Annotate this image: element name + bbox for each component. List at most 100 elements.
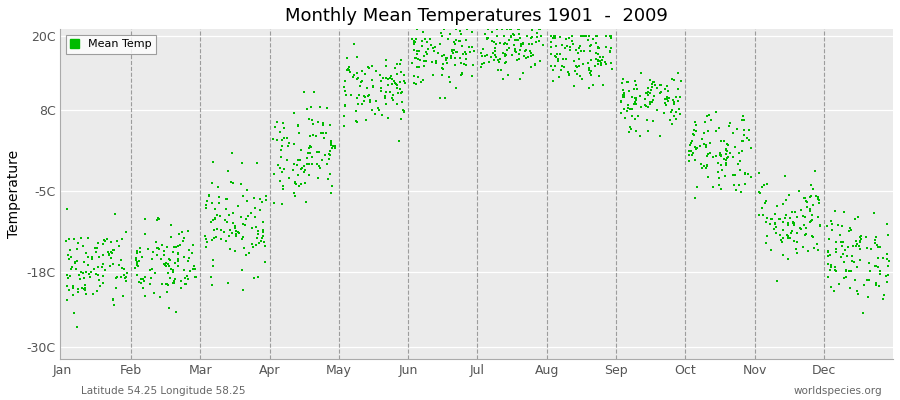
Point [878, 292, 892, 298]
Point [776, 219, 790, 226]
Point [74, 269, 88, 275]
Point [511, 26, 526, 32]
Point [806, 202, 820, 208]
Point [324, 142, 338, 149]
Point [385, 94, 400, 101]
Point [256, 227, 270, 233]
Point [797, 232, 812, 238]
Point [239, 187, 254, 193]
Point [454, 60, 469, 66]
Point [466, 48, 481, 54]
Point [789, 214, 804, 221]
Point [151, 215, 166, 221]
Point [133, 245, 148, 251]
Point [653, 88, 668, 95]
Point [519, 33, 534, 40]
Point [207, 216, 221, 223]
Point [760, 214, 775, 221]
Point [625, 113, 639, 119]
Point [458, 62, 473, 68]
Point [466, 62, 481, 68]
Point [478, 53, 492, 60]
Point [558, 45, 572, 51]
Point [688, 144, 702, 150]
Point [300, 106, 314, 112]
Point [811, 214, 825, 220]
Point [487, 38, 501, 45]
Point [694, 160, 708, 167]
Point [159, 244, 174, 250]
Point [566, 41, 580, 47]
Point [89, 271, 104, 277]
Point [171, 258, 185, 264]
Point [647, 82, 662, 89]
Point [242, 250, 256, 256]
Point [828, 264, 842, 270]
Point [688, 122, 703, 128]
Point [200, 198, 214, 204]
Point [277, 166, 292, 173]
Point [271, 162, 285, 168]
Point [717, 156, 732, 162]
Point [382, 82, 396, 88]
Point [312, 163, 327, 170]
Point [436, 61, 450, 67]
Point [76, 269, 91, 276]
Point [720, 155, 734, 161]
Point [228, 223, 242, 229]
Point [204, 200, 219, 206]
Point [436, 66, 450, 72]
Point [104, 249, 118, 255]
Point [256, 233, 270, 239]
Point [621, 79, 635, 86]
Point [499, 52, 513, 59]
Point [504, 34, 518, 40]
Point [789, 246, 804, 252]
Point [664, 109, 679, 116]
Point [796, 244, 810, 250]
Point [593, 58, 608, 64]
Point [267, 199, 282, 206]
Point [396, 106, 410, 113]
Point [518, 55, 533, 61]
Point [103, 252, 117, 259]
Point [482, 59, 496, 66]
Point [590, 32, 604, 39]
Point [315, 120, 329, 127]
Point [497, 41, 511, 48]
Point [486, 50, 500, 56]
Point [77, 258, 92, 265]
Point [313, 130, 328, 136]
Point [217, 229, 231, 236]
Point [827, 208, 842, 214]
Point [394, 98, 409, 105]
Point [551, 58, 565, 64]
Point [161, 261, 176, 267]
Point [248, 214, 262, 220]
Point [249, 242, 264, 248]
Point [666, 97, 680, 104]
Point [603, 32, 617, 39]
Point [101, 249, 115, 256]
Point [576, 32, 590, 39]
Point [665, 121, 680, 128]
Point [231, 203, 246, 209]
Point [426, 44, 440, 51]
Point [379, 63, 393, 69]
Point [248, 205, 262, 211]
Point [626, 86, 641, 92]
Point [385, 92, 400, 98]
Point [362, 92, 376, 98]
Point [595, 57, 609, 63]
Point [711, 169, 725, 175]
Point [730, 126, 744, 132]
Point [760, 181, 774, 188]
Point [166, 280, 181, 287]
Point [669, 116, 683, 122]
Point [110, 238, 124, 244]
Point [199, 202, 213, 208]
Point [787, 220, 801, 226]
Point [778, 215, 793, 222]
Point [851, 291, 866, 297]
Point [362, 65, 376, 72]
